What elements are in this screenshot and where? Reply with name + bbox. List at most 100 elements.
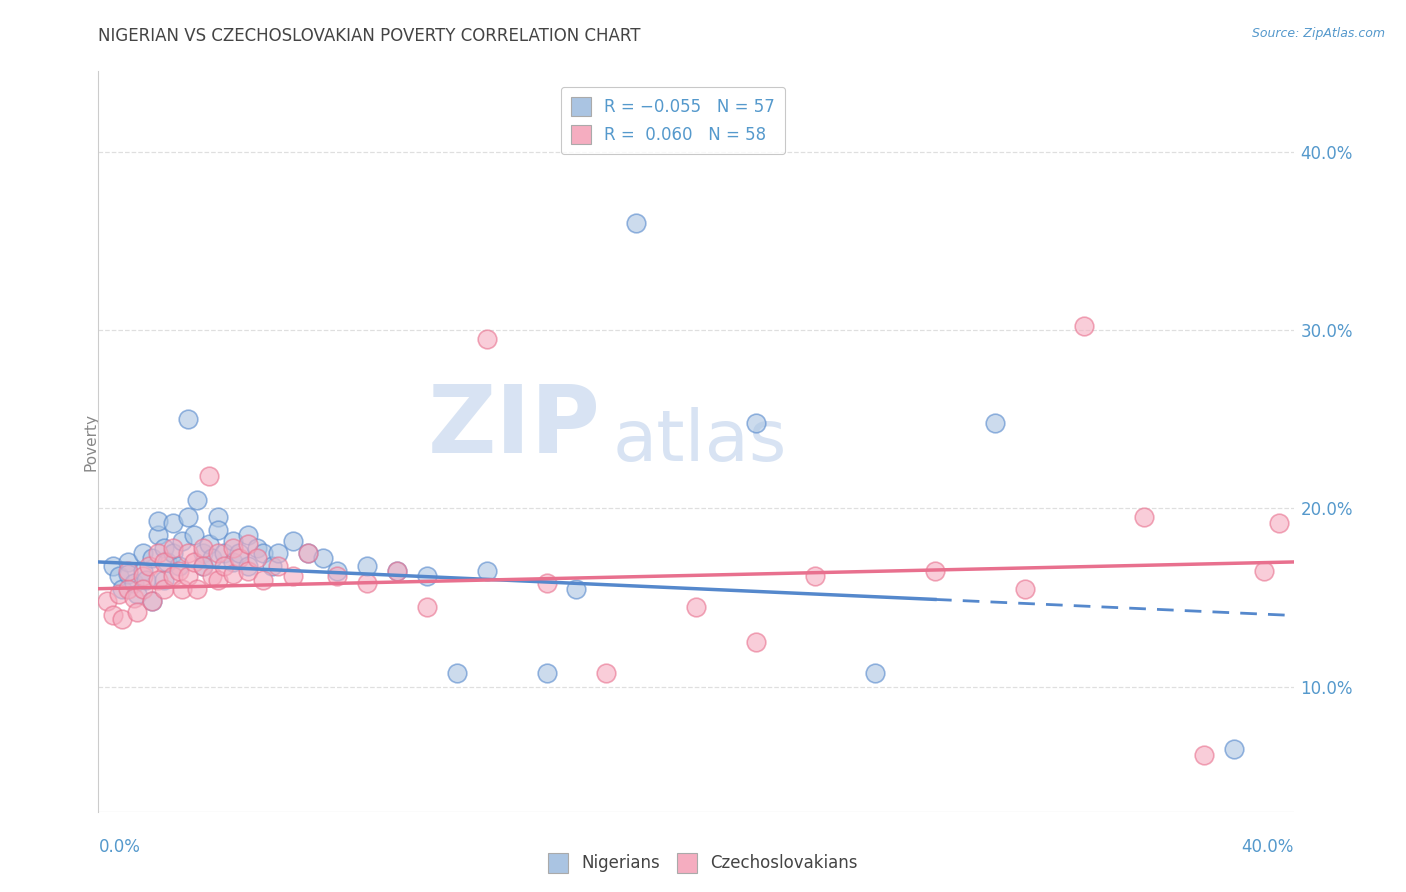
Point [135,573,157,587]
Point [212,558,235,573]
Point [124,576,146,591]
Text: atlas: atlas [613,407,787,476]
Legend: R = −0.055   N = 57, R =  0.060   N = 58: R = −0.055 N = 57, R = 0.060 N = 58 [561,87,785,154]
Point [191,541,214,555]
Point [141,594,163,608]
Point [475,332,498,346]
Point [222,533,245,548]
Point [356,576,378,591]
Point [201,569,224,583]
Legend: Nigerians, Czechoslovakians: Nigerians, Czechoslovakians [541,847,865,880]
Point [162,541,184,555]
Point [132,564,155,578]
Point [108,587,131,601]
Point [111,582,134,596]
Point [148,546,170,560]
Point [260,558,283,573]
Point [228,546,250,560]
Point [984,416,1007,430]
Point [138,558,160,573]
Point [177,569,200,583]
Point [865,665,887,680]
Point [311,551,333,566]
Point [186,582,208,596]
Point [252,573,274,587]
Point [745,416,768,430]
Point [96,594,118,608]
Text: 0.0%: 0.0% [98,838,141,856]
Point [156,555,179,569]
Point [132,546,155,560]
Point [198,537,221,551]
Point [117,567,139,582]
Point [1223,742,1246,756]
Point [246,541,269,555]
Point [162,569,184,583]
Point [416,599,439,614]
Point [172,533,194,548]
Point [626,216,648,230]
Point [198,469,221,483]
Point [1192,747,1215,762]
Point [222,541,245,555]
Point [297,546,319,560]
Point [177,412,200,426]
Point [162,546,184,560]
Point [207,523,229,537]
Text: 40.0%: 40.0% [1241,838,1294,856]
Point [281,533,304,548]
Point [236,537,259,551]
Point [132,569,155,583]
Point [595,665,617,680]
Point [1267,516,1289,530]
Point [385,564,409,578]
Point [191,558,214,573]
Point [924,564,946,578]
Point [1014,582,1036,596]
Point [103,608,125,623]
Text: ZIP: ZIP [427,381,600,473]
Point [177,510,200,524]
Point [326,569,349,583]
Point [446,665,468,680]
Point [148,514,170,528]
Point [236,528,259,542]
Point [148,528,170,542]
Point [246,551,269,566]
Point [103,558,125,573]
Point [153,573,176,587]
Point [536,576,558,591]
Point [228,551,250,566]
Point [236,558,259,573]
Point [745,635,768,649]
Point [1253,564,1275,578]
Point [685,599,707,614]
Point [132,582,155,596]
Point [281,569,304,583]
Point [153,582,176,596]
Point [536,665,558,680]
Point [207,510,229,524]
Point [222,567,245,582]
Point [117,555,139,569]
Point [183,555,205,569]
Point [148,573,170,587]
Point [267,546,290,560]
Point [162,516,184,530]
Point [167,564,190,578]
Point [201,551,224,566]
Point [117,582,139,596]
Point [565,582,588,596]
Point [167,558,190,573]
Point [117,564,139,578]
Point [141,594,163,608]
Point [124,591,146,605]
Point [267,558,290,573]
Point [475,564,498,578]
Point [1133,510,1156,524]
Point [236,564,259,578]
Point [127,605,149,619]
Point [108,569,131,583]
Point [222,555,245,569]
Point [252,546,274,560]
